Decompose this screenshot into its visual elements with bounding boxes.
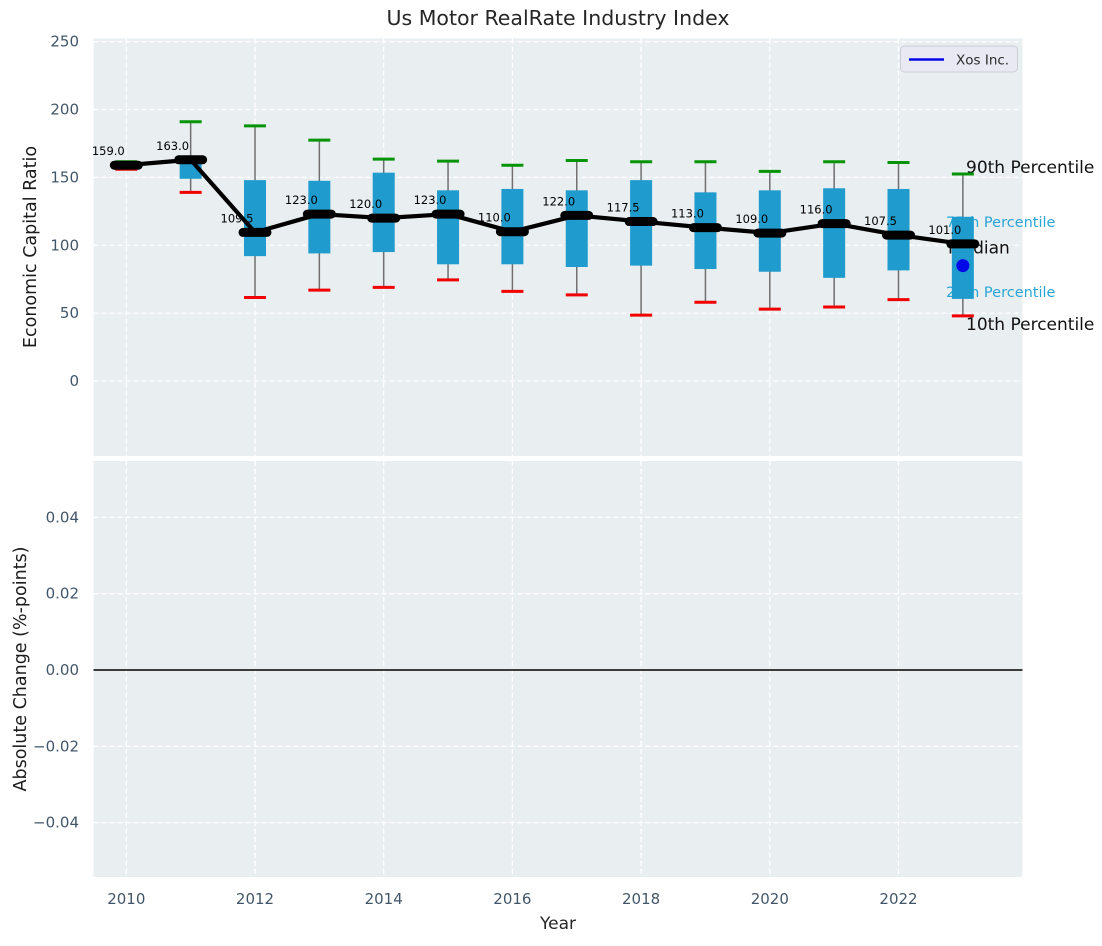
top-y-tick-0: 0: [69, 372, 79, 390]
median-marker-2020: [753, 228, 787, 238]
median-marker-2011: [174, 155, 208, 165]
top-y-tick-150: 150: [50, 168, 79, 186]
bottom-y-axis-label: Absolute Change (%-points): [11, 547, 31, 792]
box-2017: [565, 190, 588, 267]
median-value-label-2023: 101.0: [928, 223, 961, 237]
x-tick-2022: 2022: [879, 890, 917, 908]
x-tick-2016: 2016: [493, 890, 531, 908]
median-value-label-2016: 110.0: [478, 211, 511, 225]
x-axis-label: Year: [539, 914, 576, 934]
median-marker-2019: [688, 223, 722, 233]
box-2014: [372, 172, 395, 253]
bottom-y-tick-0: 0.00: [46, 661, 79, 679]
annotation-10th-percentile: 10th Percentile: [966, 315, 1094, 335]
legend[interactable]: Xos Inc.: [900, 45, 1018, 73]
median-value-label-2010: 159.0: [92, 144, 125, 158]
median-value-label-2019: 113.0: [671, 207, 704, 221]
median-value-label-2013: 123.0: [285, 193, 318, 207]
legend-box: [900, 45, 1018, 73]
top-y-tick-50: 50: [60, 304, 79, 322]
median-marker-2022: [882, 230, 915, 240]
top-y-tick-200: 200: [50, 101, 79, 119]
bottom-y-tick--0.04: −0.04: [33, 814, 79, 832]
median-marker-2023: [946, 239, 980, 249]
top-y-tick-250: 250: [50, 33, 79, 51]
median-value-label-2014: 120.0: [349, 197, 382, 211]
box-2023: [951, 216, 974, 299]
bottom-y-tick-0.02: 0.02: [46, 585, 79, 603]
annotation-90th-percentile: 90th Percentile: [966, 158, 1094, 178]
top-y-tick-100: 100: [50, 236, 79, 254]
box-2021: [823, 188, 846, 278]
median-marker-2021: [817, 219, 851, 229]
x-tick-2012: 2012: [236, 890, 274, 908]
median-value-label-2022: 107.5: [864, 214, 897, 228]
median-marker-2017: [560, 210, 594, 220]
median-marker-2018: [624, 217, 658, 227]
median-value-label-2011: 163.0: [156, 139, 189, 153]
panels-layer: 2010 2012 2014 2016 2018 2020 2022 0 50 100 150 200…: [33, 33, 1023, 908]
box-2022: [887, 188, 910, 271]
box-2015: [437, 190, 460, 265]
median-value-label-2020: 109.0: [735, 212, 768, 226]
bottom-y-tick--0.02: −0.02: [33, 737, 79, 755]
median-marker-2014: [367, 213, 401, 223]
median-marker-2015: [431, 209, 465, 219]
box-2016: [501, 188, 524, 265]
median-value-label-2017: 122.0: [542, 194, 575, 208]
median-value-label-2012: 109.5: [221, 211, 254, 225]
x-tick-2010: 2010: [107, 890, 145, 908]
top-panel-background: [93, 38, 1023, 456]
median-value-label-2021: 116.0: [800, 203, 833, 217]
x-tick-2020: 2020: [751, 890, 789, 908]
median-value-label-2018: 117.5: [607, 201, 640, 215]
bottom-panel-background: [93, 461, 1023, 877]
median-value-label-2015: 123.0: [414, 193, 447, 207]
x-tick-2018: 2018: [622, 890, 660, 908]
box-2012: [244, 180, 266, 257]
median-marker-2016: [495, 227, 529, 237]
boxplot-layer: 159.0 163.0 109.5 123.0 120.0 123.0 110.0 122.0…: [92, 120, 980, 318]
bottom-y-tick-0.04: 0.04: [46, 508, 79, 526]
median-marker-2010: [109, 160, 143, 170]
median-marker-2012: [238, 227, 272, 237]
legend-label: Xos Inc.: [956, 53, 1009, 69]
chart-title: Us Motor RealRate Industry Index: [387, 6, 730, 30]
median-marker-2013: [302, 209, 336, 219]
top-y-axis-label: Economic Capital Ratio: [21, 146, 41, 348]
x-tick-2014: 2014: [365, 890, 403, 908]
company-point-xos-inc: [956, 259, 970, 273]
